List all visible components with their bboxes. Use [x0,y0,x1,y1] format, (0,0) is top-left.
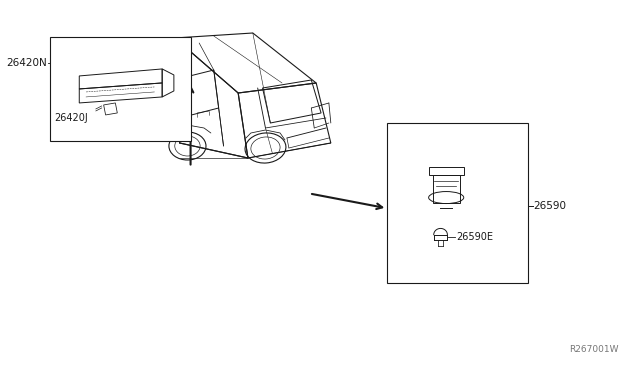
Bar [387,123,527,283]
Bar [433,175,460,203]
Text: 26420N: 26420N [6,58,47,68]
Text: R267001W: R267001W [569,345,618,354]
Text: 26590E: 26590E [456,232,493,242]
Bar [50,37,191,141]
Text: 26590: 26590 [534,201,566,211]
Text: 26420J: 26420J [54,113,88,124]
